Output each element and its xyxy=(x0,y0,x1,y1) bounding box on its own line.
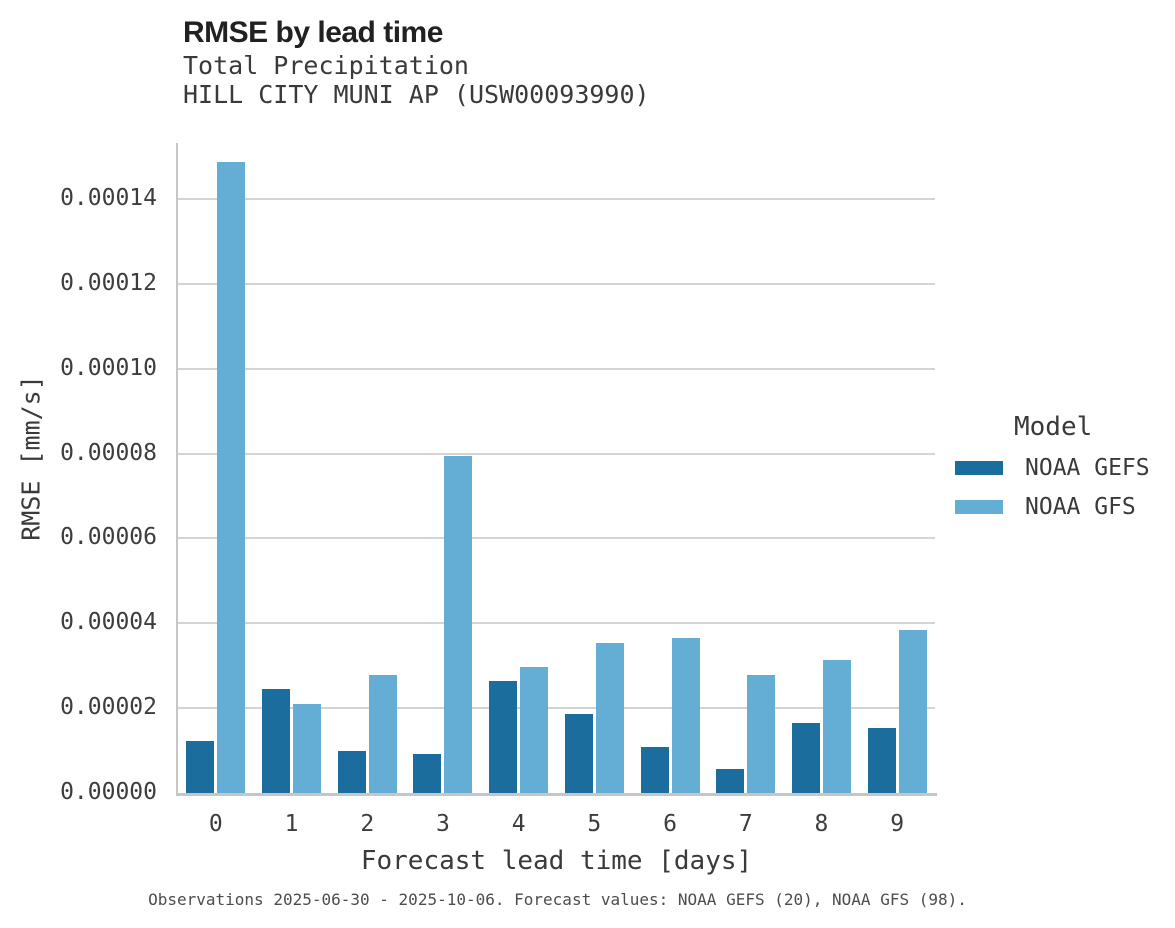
y-gridline xyxy=(178,537,935,540)
bar-noaa-gefs-lead-3 xyxy=(413,754,442,793)
bar-noaa-gfs-lead-4 xyxy=(520,666,549,793)
y-tick-label: 0.00014 xyxy=(60,184,157,211)
y-gridline xyxy=(178,367,935,370)
legend-swatch-noaa-gfs xyxy=(955,500,1003,514)
x-axis-spine xyxy=(176,793,937,796)
bar-noaa-gfs-lead-0 xyxy=(217,161,246,793)
chart-station: HILL CITY MUNI AP (USW00093990) xyxy=(183,80,650,109)
bar-noaa-gefs-lead-7 xyxy=(716,768,745,793)
bar-noaa-gefs-lead-2 xyxy=(337,750,366,793)
legend-title: Model xyxy=(1014,412,1093,442)
x-tick-label: 3 xyxy=(436,811,450,837)
x-tick-label: 6 xyxy=(663,811,677,837)
bar-noaa-gfs-lead-9 xyxy=(898,629,927,793)
bar-noaa-gfs-lead-2 xyxy=(368,674,397,793)
x-tick-label: 5 xyxy=(587,811,602,837)
x-tick-label: 7 xyxy=(738,811,753,837)
bar-noaa-gfs-lead-7 xyxy=(747,674,776,793)
y-gridline xyxy=(178,282,935,285)
y-tick-label: 0.00004 xyxy=(60,609,157,636)
x-tick-label: 9 xyxy=(890,811,905,837)
x-tick-label: 2 xyxy=(360,811,375,837)
y-axis-spine xyxy=(176,143,178,795)
x-tick-label: 8 xyxy=(814,811,829,837)
legend-label-noaa-gefs: NOAA GEFS xyxy=(1025,455,1150,481)
y-tick-label: 0.00006 xyxy=(60,524,157,551)
bar-noaa-gfs-lead-8 xyxy=(822,660,851,793)
y-tick-label: 0.00002 xyxy=(60,694,157,721)
legend: Model NOAA GEFS NOAA GFS xyxy=(952,412,1150,520)
y-tick-label: 0.00000 xyxy=(60,779,157,805)
bar-noaa-gefs-lead-5 xyxy=(564,714,593,793)
bar-noaa-gefs-lead-9 xyxy=(867,728,896,793)
x-tick-label: 0 xyxy=(208,811,223,837)
y-tick-label: 0.00010 xyxy=(60,354,157,381)
x-axis-label: Forecast lead time [days] xyxy=(360,846,753,876)
chart-title: RMSE by lead time xyxy=(183,16,443,49)
legend-entry-noaa-gfs: NOAA GFS xyxy=(952,494,1150,520)
bar-noaa-gefs-lead-4 xyxy=(489,680,518,793)
y-gridline xyxy=(178,452,935,455)
legend-label-noaa-gfs: NOAA GFS xyxy=(1025,494,1136,520)
bar-noaa-gfs-lead-3 xyxy=(444,455,473,793)
chart-subtitle: Total Precipitation xyxy=(183,51,469,80)
x-tick-label: 4 xyxy=(511,811,526,837)
y-tick-label: 0.00008 xyxy=(60,439,157,466)
x-tick-label: 1 xyxy=(284,811,299,837)
bar-noaa-gefs-lead-6 xyxy=(640,747,669,793)
y-gridline xyxy=(178,622,935,625)
y-tick-label: 0.00012 xyxy=(60,269,157,296)
y-gridline xyxy=(178,707,935,710)
bar-noaa-gfs-lead-1 xyxy=(293,704,322,793)
bar-noaa-gfs-lead-6 xyxy=(671,638,700,793)
legend-swatch-noaa-gefs xyxy=(955,461,1003,475)
plot-area: 0 1 2 3 4 5 6 7 8 9 xyxy=(178,145,935,837)
bar-noaa-gfs-lead-5 xyxy=(595,643,624,793)
bar-noaa-gefs-lead-0 xyxy=(186,740,215,793)
y-gridline xyxy=(178,197,935,200)
bar-noaa-gefs-lead-8 xyxy=(791,722,820,793)
legend-entry-noaa-gefs: NOAA GEFS xyxy=(952,455,1150,481)
bar-noaa-gefs-lead-1 xyxy=(262,688,291,793)
footer-caption: Observations 2025-06-30 - 2025-10-06. Fo… xyxy=(148,890,967,909)
